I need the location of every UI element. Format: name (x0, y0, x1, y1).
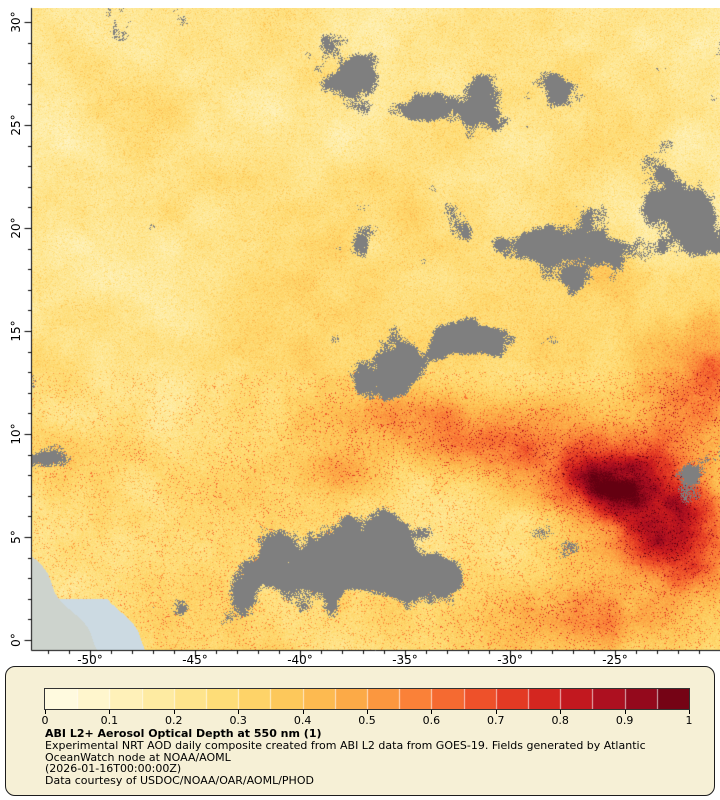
colorbar-tick-label: 0.8 (551, 714, 569, 727)
colorbar-tick-label: 1 (685, 714, 693, 727)
lat-tick-label-15: 15° (9, 320, 23, 342)
lon-tick-label-m25: -25° (602, 653, 628, 667)
aod-map (32, 8, 720, 650)
colorbar-tick-label: 0.3 (229, 714, 247, 727)
colorbar-tick-label: 0.2 (165, 714, 183, 727)
colorbar (44, 688, 690, 710)
colorbar-tickmark (431, 710, 433, 714)
lat-tick-label-20: 20° (9, 217, 23, 239)
colorbar-canvas (45, 689, 689, 709)
legend-description-2: OceanWatch node at NOAA/AOML (45, 750, 231, 764)
colorbar-ticks: 0 0.1 0.2 0.3 0.4 0.5 0.6 0.7 0.8 0.9 1 (41, 710, 693, 728)
lon-tick-label-m30: -30° (497, 653, 523, 667)
lat-tick-label-25: 25° (9, 114, 23, 136)
colorbar-tickmark (560, 710, 562, 714)
colorbar-tickmark (173, 710, 175, 714)
colorbar-tick-label: 0.5 (358, 714, 376, 727)
lat-tick-label-5: 5° (9, 530, 23, 544)
colorbar-tickmark (624, 710, 626, 714)
colorbar-tickmark (367, 710, 368, 714)
colorbar-tick-label: 0 (41, 714, 49, 727)
lat-tick-label-0: 0° (9, 633, 23, 647)
colorbar-tickmark (238, 710, 240, 714)
colorbar-tickmark (302, 710, 304, 714)
colorbar-tickmark (689, 710, 690, 714)
colorbar-tick-label: 0.1 (100, 714, 119, 727)
colorbar-tickmark (45, 710, 46, 714)
legend-timestamp: (2026-01-16T00:00:00Z) (45, 762, 182, 776)
legend-title: ABI L2+ Aerosol Optical Depth at 550 nm … (45, 727, 322, 740)
colorbar-tick-label: 0.4 (293, 714, 312, 727)
legend-courtesy: Data courtesy of USDOC/NOAA/OAR/AOML/PHO… (45, 774, 314, 788)
aod-map-canvas (32, 8, 720, 650)
lon-tick-label-m45: -45° (182, 653, 208, 667)
colorbar-tick-label: 0.9 (615, 714, 634, 727)
lat-tick-label-30: 30° (9, 11, 23, 33)
colorbar-tickmark (109, 710, 111, 714)
lon-tick-label-m40: -40° (287, 653, 313, 667)
lat-tick-label-10: 10° (9, 423, 23, 445)
legend-text: ABI L2+ Aerosol Optical Depth at 550 nm … (45, 728, 646, 787)
colorbar-tickmark (495, 710, 497, 714)
legend-panel: 0 0.1 0.2 0.3 0.4 0.5 0.6 0.7 0.8 0.9 1 … (5, 666, 715, 796)
lon-tick-label-m50: -50° (77, 653, 103, 667)
colorbar-tick-label: 0.7 (487, 714, 505, 727)
colorbar-tick-label: 0.6 (422, 714, 441, 727)
legend-description-1: Experimental NRT AOD daily composite cre… (45, 738, 646, 752)
lon-tick-label-m35: -35° (392, 653, 418, 667)
